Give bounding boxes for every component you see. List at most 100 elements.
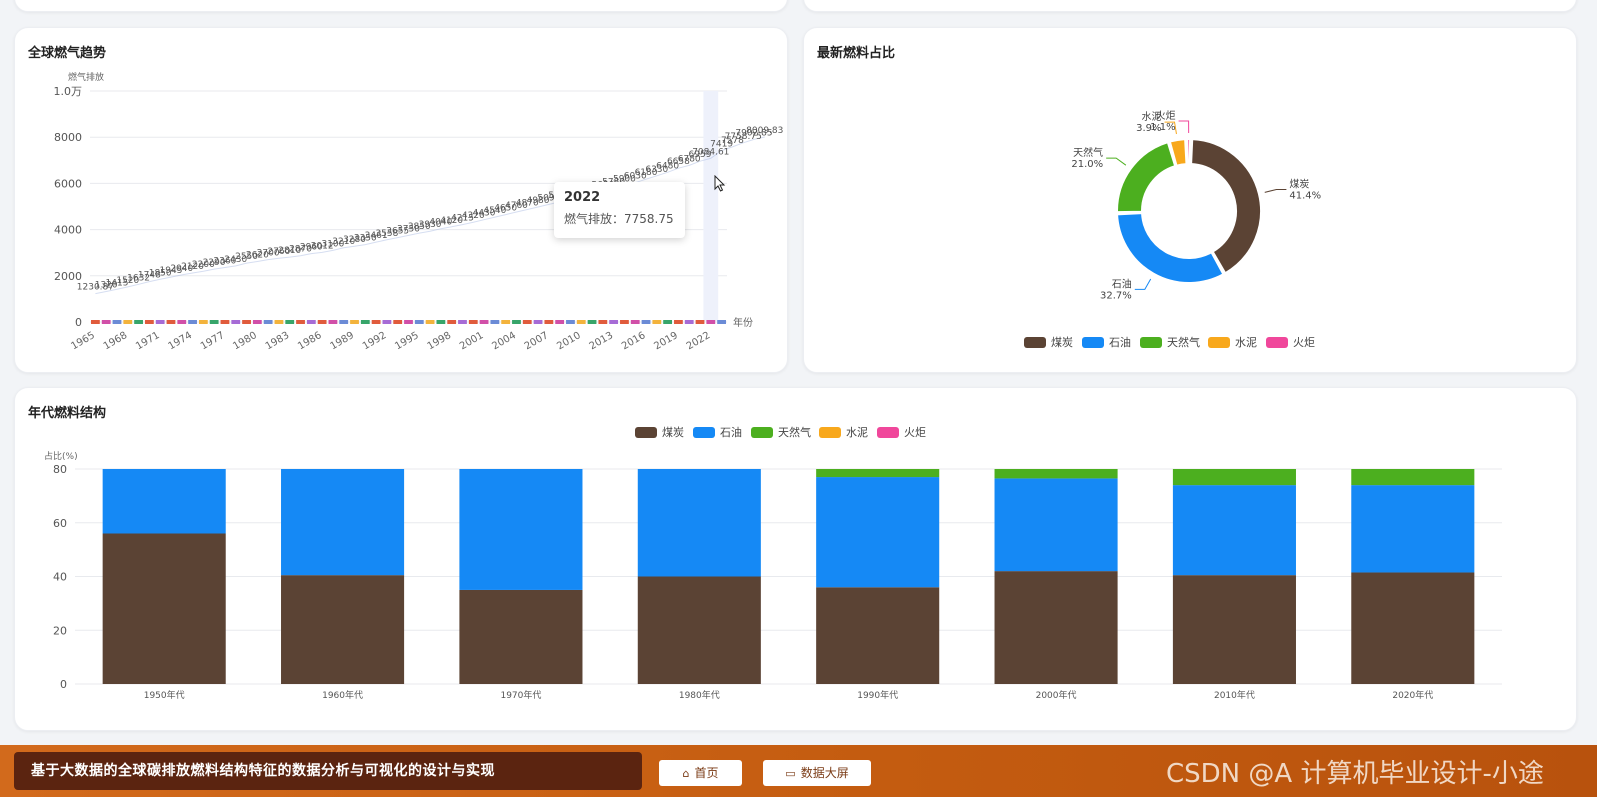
x-tick-label: 2019 [652, 330, 680, 352]
x-tick-label: 1950年代 [144, 689, 185, 701]
data-label: 4760 [505, 201, 528, 211]
pie-label-line [1134, 278, 1152, 290]
bar-segment [1351, 469, 1475, 486]
data-label: 3558 [375, 229, 398, 239]
pie-slice [1186, 138, 1192, 166]
x-axis-segment [533, 320, 543, 324]
data-label: 6780 [678, 154, 701, 164]
legend-swatch [635, 427, 657, 438]
pie-label-percent: 3.9% [1136, 123, 1161, 134]
bar-segment [459, 469, 583, 590]
data-label: 1748 [138, 271, 161, 281]
bar-segment [637, 469, 761, 577]
bar-segment [994, 469, 1118, 479]
data-label: 4430 [473, 209, 496, 219]
data-screen-button[interactable]: ▭ 数据大屏 [763, 760, 871, 786]
data-label: 4215 [451, 214, 474, 224]
data-label: 5900 [613, 175, 636, 185]
x-axis-segment [101, 320, 111, 324]
tooltip-year: 2022 [564, 190, 601, 205]
x-axis-segment [468, 320, 478, 324]
x-axis-segment [630, 320, 640, 324]
data-label: 4040 [429, 218, 452, 228]
y-axis-label: 占比(%) [44, 450, 78, 462]
data-label: 6030 [624, 172, 647, 182]
x-tick-label: 2016 [620, 330, 648, 352]
pie-label-percent: 21.0% [1071, 159, 1103, 170]
legend-swatch [819, 427, 841, 438]
x-tick-label: 1965 [69, 330, 97, 352]
x-tick-label: 2022 [685, 330, 713, 352]
bar-segment [1172, 469, 1296, 486]
x-axis-segment [252, 320, 262, 324]
data-label: 2360 [214, 256, 237, 266]
data-label: 2760 [267, 247, 290, 257]
x-axis-segment [123, 320, 133, 324]
x-axis-segment [598, 320, 608, 324]
x-axis-segment [717, 320, 726, 324]
x-axis-segment [609, 320, 619, 324]
data-screen-button-label: 数据大屏 [800, 766, 849, 780]
x-axis-segment [382, 320, 392, 324]
legend-label: 煤炭 [1051, 336, 1073, 349]
legend-swatch [1024, 337, 1046, 348]
x-axis-segment [306, 320, 316, 324]
data-label: 7084.61 [692, 147, 729, 157]
x-tick-label: 1990年代 [857, 689, 898, 701]
x-axis-segment [414, 320, 424, 324]
pie-panel-title: 最新燃料占比 [817, 46, 896, 61]
y-tick-label: 0 [75, 316, 82, 329]
x-tick-label: 1968 [102, 330, 130, 352]
x-tick-label: 1971 [134, 330, 162, 352]
bar-segment [281, 469, 405, 576]
bar-segment [816, 587, 940, 684]
legend-label: 火炬 [1293, 336, 1315, 349]
hover-band [703, 91, 719, 322]
y-tick-label: 40 [53, 571, 67, 584]
bar-segment [1351, 572, 1475, 684]
x-tick-label: 2020年代 [1392, 689, 1433, 701]
x-axis-segment [144, 320, 154, 324]
x-axis-segment [706, 320, 716, 324]
data-label: 1945 [160, 266, 183, 276]
home-button[interactable]: ⌂ 首页 [659, 760, 742, 786]
data-label: 1632 [127, 273, 150, 283]
x-axis-segment [91, 320, 100, 324]
x-tick-label: 1977 [199, 330, 227, 352]
data-label: 3930 [419, 220, 442, 230]
data-label: 3210 [332, 237, 355, 247]
home-button-label: 首页 [694, 766, 719, 780]
x-axis-segment [198, 320, 208, 324]
y-tick-label: 1.0万 [54, 85, 83, 98]
x-axis-segment [263, 320, 273, 324]
legend-label: 天然气 [778, 425, 811, 439]
bar-segment [102, 469, 226, 534]
data-label: 4540 [483, 206, 506, 216]
x-axis-segment [641, 320, 651, 324]
legend-swatch [877, 427, 899, 438]
x-tick-label: 2000年代 [1036, 689, 1077, 701]
footer-bar: 基于大数据的全球碳排放燃料结构特征的数据分析与可视化的设计与实现 ⌂ 首页 ▭ 数据… [0, 745, 1597, 797]
pie-label-line [1178, 120, 1190, 134]
x-tick-label: 1995 [393, 330, 421, 352]
y-tick-label: 80 [53, 463, 67, 476]
x-axis-segment [188, 320, 197, 324]
x-tick-label: 1974 [167, 330, 195, 352]
x-axis-segment [274, 320, 284, 324]
y-tick-label: 60 [53, 517, 67, 530]
pie-label-line [1264, 188, 1287, 193]
x-tick-label: 1989 [328, 330, 356, 352]
legend-label: 煤炭 [662, 426, 684, 439]
chart-tooltip: 2022 燃气排放：7758.75 [554, 182, 685, 238]
legend-label: 石油 [1109, 335, 1131, 349]
x-axis-segment [576, 320, 586, 324]
bar-segment [1172, 575, 1296, 684]
x-axis-segment [501, 320, 511, 324]
x-axis-segment [684, 320, 694, 324]
mouse-cursor-icon [714, 175, 726, 192]
x-axis-segment [587, 320, 597, 324]
x-axis-segment [393, 320, 403, 324]
